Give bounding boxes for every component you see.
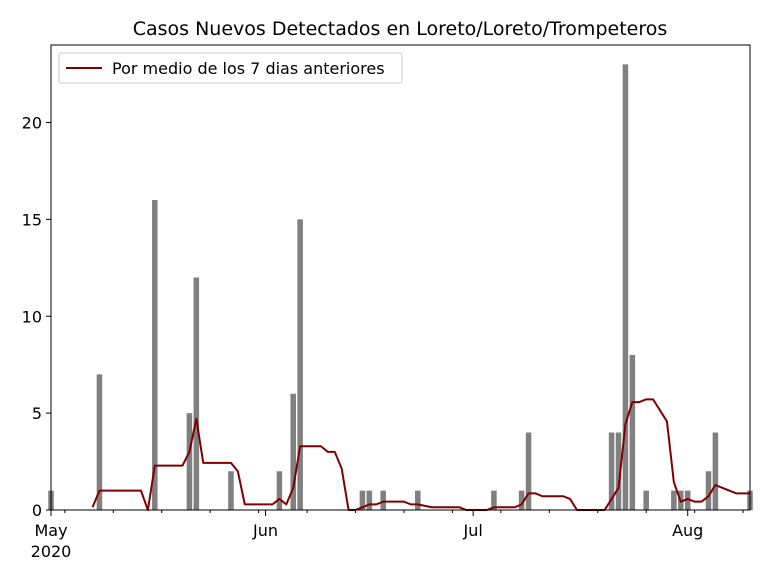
legend-entry-label: Por medio de los 7 dias anteriores [112, 59, 385, 78]
bar-2020-06-18 [380, 490, 386, 511]
legend-box [58, 52, 403, 84]
bar-2020-07-23 [622, 64, 629, 511]
bar-2020-06-15 [359, 490, 366, 511]
y-axis: 0 5 10 15 20 [22, 114, 51, 520]
bar-2020-07-30 [671, 490, 677, 511]
bar-2020-05-22 [193, 277, 200, 510]
y-tick-label-5: 5 [32, 404, 42, 423]
bar-2020-05-27 [228, 471, 234, 510]
bar-2020-05-16 [152, 200, 158, 510]
x-tick-label-Jul: Jul [463, 521, 483, 540]
bar-2020-05-08 [96, 374, 103, 511]
plot-frame [50, 44, 751, 511]
bar-2020-06-05 [290, 393, 296, 510]
y-tick-label-15: 15 [22, 210, 42, 229]
y-tick-label-20: 20 [22, 114, 42, 133]
bar-2020-05-21 [186, 413, 193, 511]
series-line-0 [91, 398, 750, 511]
bar-2020-06-06 [297, 219, 303, 511]
bar-2020-07-08 [518, 490, 525, 511]
bar-2020-07-26 [643, 490, 649, 511]
x-axis: May 2020 Jun Jul Aug [31, 510, 744, 561]
chart-title: Casos Nuevos Detectados en Loreto/Loreto… [133, 18, 668, 40]
bar-2020-07-24 [629, 355, 636, 510]
x-tick-label-Jun: Jun [252, 521, 278, 540]
bar-2020-06-16 [366, 490, 373, 511]
bar-2020-06-03 [276, 471, 283, 510]
legend: Por medio de los 7 dias anteriores [58, 52, 403, 84]
x-tick-year-label: 2020 [31, 542, 72, 561]
bar-2020-08-01 [684, 490, 691, 511]
bar-2020-08-04 [705, 471, 712, 510]
y-tick-label-0: 0 [32, 501, 42, 520]
bar-2020-07-09 [525, 432, 532, 510]
bar-2020-07-21 [608, 432, 615, 510]
line-layer [91, 398, 750, 511]
bar-2020-08-05 [712, 432, 719, 510]
bar-2020-06-23 [415, 490, 421, 511]
bars-layer [48, 64, 753, 511]
y-tick-label-10: 10 [22, 307, 42, 326]
x-tick-label-Aug: Aug [672, 521, 703, 540]
bar-2020-07-04 [491, 490, 497, 511]
x-tick-label-May: May [34, 521, 67, 540]
bar-2020-07-22 [615, 432, 622, 510]
